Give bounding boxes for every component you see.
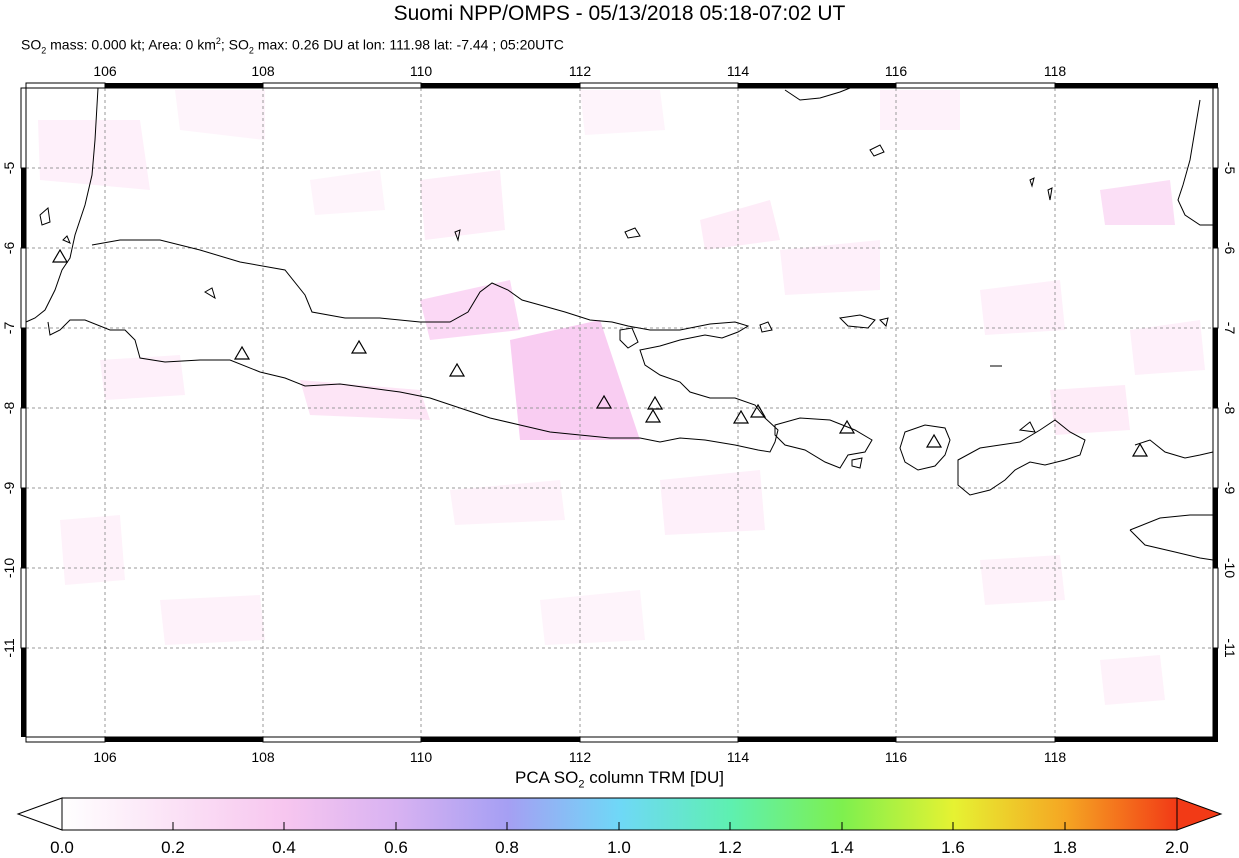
lat-labels-left: -5 -6 -7 -8 -9 -10 -11: [1, 162, 17, 658]
lat-label: -10: [1, 558, 17, 578]
colorbar-tick-label: 0.0: [50, 838, 74, 857]
colorbar-tick-label: 1.6: [941, 838, 965, 857]
colorbar-label-part: column TRM [DU]: [584, 768, 724, 787]
colorbar-high-arrow: [1176, 797, 1223, 831]
lon-label: 118: [1044, 749, 1067, 765]
subtitle-sub: 2: [41, 45, 47, 56]
lon-label: 112: [569, 749, 592, 765]
lat-label: -5: [1, 162, 17, 175]
colorbar-tick-label: 2.0: [1165, 838, 1189, 857]
colorbar-tick-label: 1.2: [718, 838, 742, 857]
colorbar-label-part: PCA SO: [515, 768, 579, 787]
triangle-icon: [925, 433, 943, 448]
triangle-icon: [749, 403, 767, 418]
lat-label: -6: [1, 242, 17, 255]
lat-labels-right: -5 -6 -7 -8 -9 -10 -11: [1222, 162, 1238, 658]
lon-label: 108: [251, 63, 275, 79]
colorbar-tick-label: 1.8: [1053, 838, 1077, 857]
triangle-icon: [233, 345, 251, 360]
triangle-icon: [1131, 442, 1149, 457]
lon-labels-top: 106 108 110 112 114 116 118: [93, 63, 1066, 79]
lat-label: -6: [1222, 242, 1238, 255]
triangle-icon: [644, 408, 662, 423]
colorbar-tick-label: 0.4: [272, 838, 296, 857]
coastlines: [25, 87, 1214, 561]
map-title: Suomi NPP/OMPS - 05/13/2018 05:18-07:02 …: [393, 2, 846, 25]
colorbar-label: PCA SO2 column TRM [DU]: [0, 768, 1239, 790]
lon-label: 108: [251, 749, 275, 765]
lat-label: -8: [1, 402, 17, 415]
lon-label: 112: [569, 63, 592, 79]
lat-label: -5: [1222, 162, 1238, 175]
graticule: [26, 88, 1213, 737]
triangle-icon: [595, 394, 613, 409]
subtitle-part: ; SO: [220, 36, 249, 53]
subtitle-part: max: 0.26 DU at lon: 111.98 lat: -7.44 ;…: [253, 36, 564, 53]
lon-label: 116: [885, 63, 908, 79]
colorbar-tick-label: 0.6: [384, 838, 408, 857]
subtitle-sup: 2: [215, 36, 221, 46]
map-frame: [20, 82, 1219, 743]
lat-label: -7: [1222, 322, 1238, 335]
lat-label: -7: [1, 322, 17, 335]
lon-label: 106: [93, 749, 117, 765]
colorbar-tick-label: 0.8: [495, 838, 519, 857]
triangle-icon: [838, 419, 856, 434]
lat-label: -9: [1, 482, 17, 495]
triangle-icon: [51, 248, 69, 263]
lon-label: 110: [410, 63, 433, 79]
colorbar-ticks: [172, 822, 1066, 830]
colorbar-low-arrow: [16, 797, 63, 831]
colorbar-label-sub: 2: [578, 778, 585, 791]
subtitle-part: SO: [21, 36, 42, 53]
map-subtitle: SO2 mass: 0.000 kt; Area: 0 km2; SO2 max…: [21, 36, 564, 55]
colorbar-tick-label: 0.2: [161, 838, 185, 857]
triangle-icon: [448, 362, 466, 377]
lon-label: 110: [410, 749, 433, 765]
colorbar: [16, 797, 1223, 831]
triangle-icon: [732, 409, 750, 424]
triangle-icon: [350, 339, 368, 354]
subtitle-part: mass: 0.000 kt; Area: 0 km: [46, 36, 216, 53]
lon-label: 116: [885, 749, 908, 765]
lat-label: -10: [1222, 558, 1238, 578]
colorbar-tick-label: 1.4: [830, 838, 854, 857]
lon-labels-bottom: 106 108 110 112 114 116 118: [93, 749, 1066, 765]
lon-label: 106: [93, 63, 117, 79]
so2-pixel-layer: [38, 90, 1205, 705]
subtitle-sub: 2: [248, 45, 254, 56]
volcano-layer: [51, 248, 1149, 457]
lat-label: -11: [1222, 638, 1238, 657]
lon-label: 114: [727, 63, 750, 79]
lat-label: -9: [1222, 482, 1238, 495]
triangle-icon: [646, 395, 664, 410]
lat-label: -11: [1, 638, 17, 657]
lat-label: -8: [1222, 402, 1238, 415]
colorbar-tick-label: 1.0: [607, 838, 631, 857]
map-svg: 106 108 110 112 114 116 118 106 108 110 …: [1, 63, 1238, 765]
lon-label: 114: [727, 749, 750, 765]
lon-label: 118: [1044, 63, 1067, 79]
